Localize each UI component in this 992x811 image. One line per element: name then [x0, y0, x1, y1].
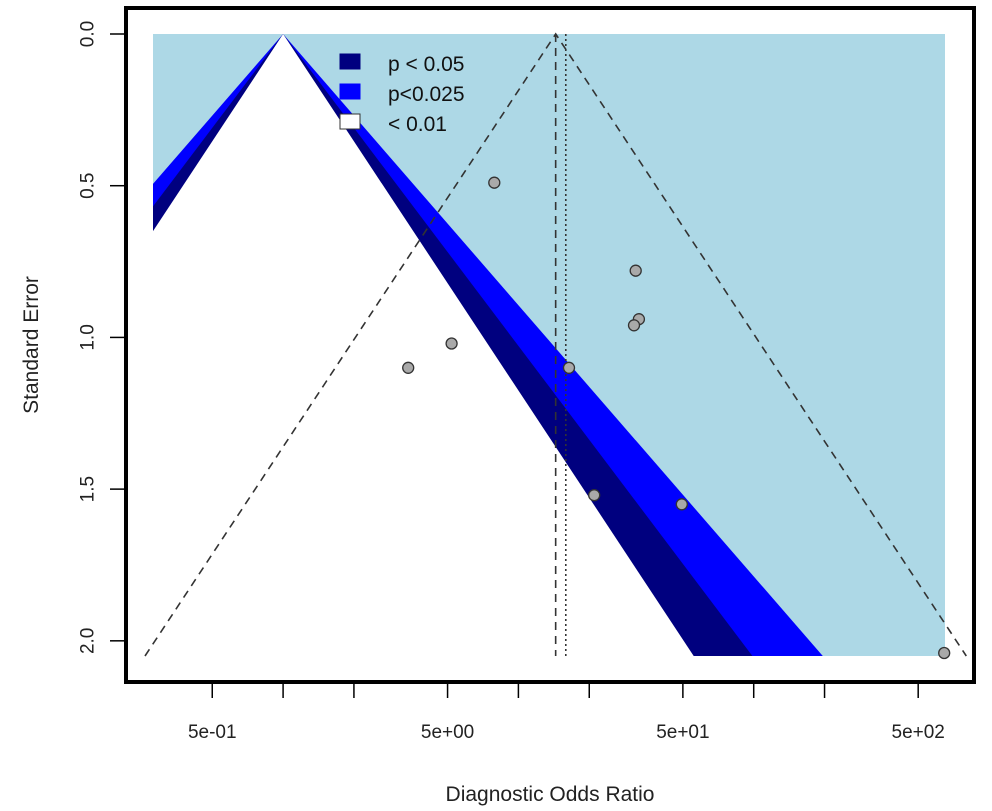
x-axis: 5e-01 5e+00 5e+01 5e+02: [188, 684, 945, 743]
y-tick-label: 0.5: [78, 172, 99, 198]
study-points: [402, 176, 951, 660]
x-tick-label: 5e+01: [656, 722, 709, 743]
study-point: [488, 176, 501, 189]
study-point: [938, 646, 951, 660]
legend-swatch-p01: [339, 113, 361, 130]
x-axis-title: Diagnostic Odds Ratio: [446, 783, 655, 806]
legend-label-p01: < 0.01: [388, 113, 447, 136]
legend-label-p025: p<0.025: [388, 83, 465, 106]
legend: p < 0.05 p<0.025 < 0.01: [339, 53, 465, 136]
y-tick-label: 1.5: [78, 476, 99, 502]
study-point: [629, 264, 642, 277]
plot-frame: [124, 6, 976, 684]
x-tick-label: 5e+02: [892, 722, 945, 743]
y-tick-label: 1.0: [78, 324, 99, 350]
legend-swatch-p025: [339, 83, 361, 100]
x-tick-label: 5e-01: [188, 722, 237, 743]
y-tick-label: 0.0: [78, 21, 99, 47]
study-point: [445, 337, 458, 350]
legend-swatch-p05: [339, 53, 361, 70]
y-tick-label: 2.0: [78, 628, 99, 654]
x-tick-label: 5e+00: [421, 722, 474, 743]
study-point: [562, 361, 576, 374]
y-axis: 0.0 0.5 1.0 1.5 2.0: [78, 21, 124, 654]
study-point: [402, 361, 415, 374]
y-axis-title: Standard Error: [20, 276, 43, 414]
study-point: [627, 319, 641, 332]
plot-area: [144, 32, 967, 660]
study-point: [675, 498, 688, 511]
legend-label-p05: p < 0.05: [388, 53, 464, 76]
contour-band-p01: [153, 34, 694, 656]
study-point: [588, 489, 601, 502]
